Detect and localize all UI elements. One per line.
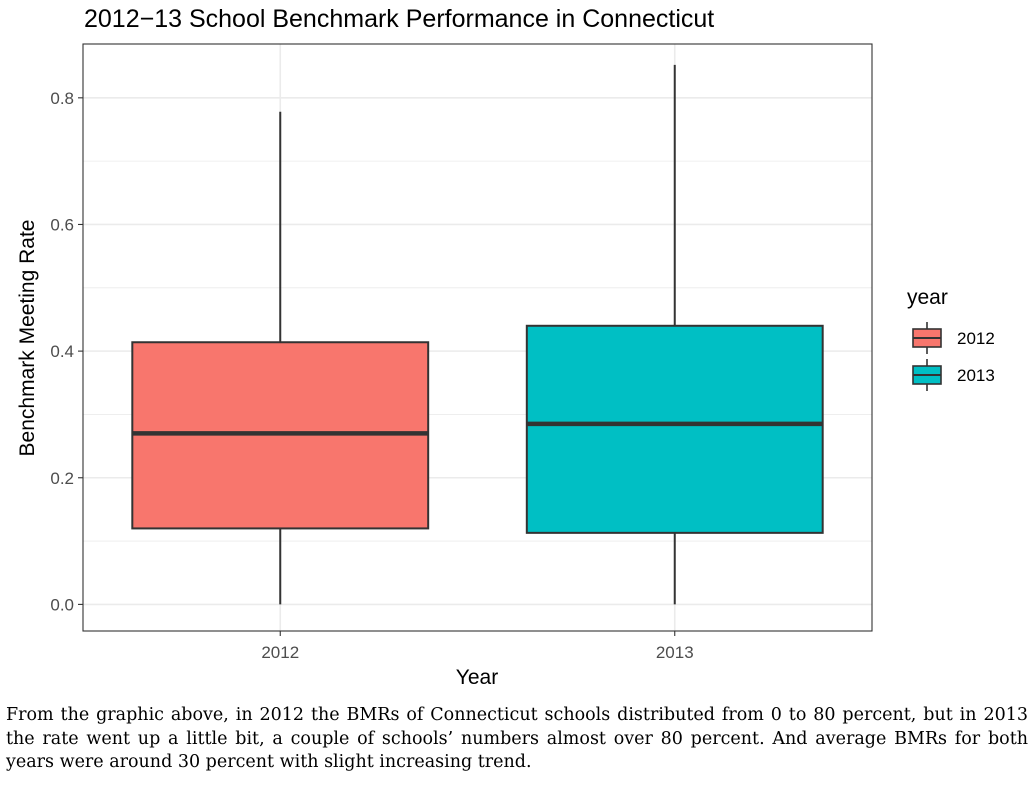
x-axis-label: Year — [456, 666, 498, 689]
boxplot-chart: 2012−13 School Benchmark Performance in … — [16, 5, 995, 689]
x-tick-label: 2013 — [656, 643, 694, 662]
y-axis-label: Benchmark Meeting Rate — [16, 220, 39, 457]
chart-title: 2012−13 School Benchmark Performance in … — [84, 5, 714, 33]
x-tick-label: 2012 — [261, 643, 299, 662]
y-axis: 0.0 0.2 0.4 0.6 0.8 — [50, 89, 83, 614]
legend-label: 2013 — [957, 366, 995, 385]
y-tick-label: 0.8 — [50, 89, 74, 108]
box-2013 — [525, 64, 824, 605]
legend-title: year — [907, 286, 948, 309]
y-tick-label: 0.0 — [50, 595, 74, 614]
legend: year 2012 2013 — [907, 286, 995, 391]
x-axis: 2012 2013 — [261, 631, 694, 662]
box-2012 — [131, 111, 430, 605]
caption-paragraph: From the graphic above, in 2012 the BMRs… — [6, 705, 1028, 772]
y-tick-label: 0.6 — [50, 215, 74, 234]
y-tick-label: 0.4 — [50, 342, 74, 361]
legend-item-2013: 2013 — [912, 359, 995, 391]
y-tick-label: 0.2 — [50, 469, 74, 488]
iqr-box — [525, 324, 824, 534]
plot-border — [82, 43, 873, 632]
boxes — [131, 64, 824, 605]
legend-item-2012: 2012 — [912, 322, 995, 354]
legend-label: 2012 — [957, 329, 995, 348]
